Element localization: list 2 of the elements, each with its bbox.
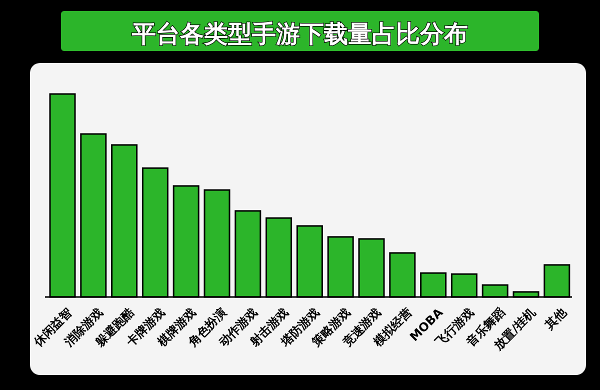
x-tick-label: 其他 <box>542 304 570 334</box>
chart-title: 平台各类型手游下载量占比分布 <box>131 20 468 48</box>
